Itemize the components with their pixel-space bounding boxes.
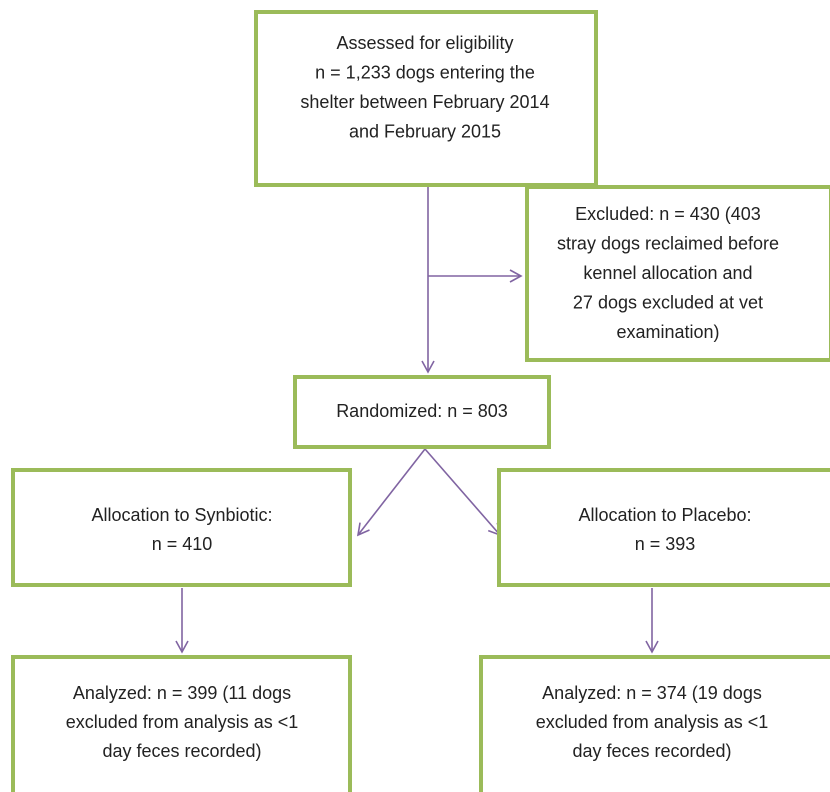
box-text: day feces recorded) <box>572 741 731 761</box>
box-text: n = 410 <box>152 534 213 554</box>
connectors <box>175 185 659 654</box>
box-text: Allocation to Placebo: <box>578 505 751 525</box>
box-text: n = 1,233 dogs entering the <box>315 62 535 82</box>
box-text: kennel allocation and <box>583 263 752 283</box>
box-text: Assessed for eligibility <box>336 33 513 53</box>
box-text: excluded from analysis as <1 <box>66 712 299 732</box>
box-text: examination) <box>616 322 719 342</box>
arrow <box>356 448 426 537</box>
box-border <box>11 468 352 587</box>
box-text: day feces recorded) <box>102 741 261 761</box>
flow-box: Assessed for eligibility n = 1,233 dogs e… <box>254 10 598 187</box>
box-text: and February 2015 <box>349 121 501 141</box>
flow-box: Allocation to Placebo: n = 393 <box>497 468 830 587</box>
box-text: excluded from analysis as <1 <box>536 712 769 732</box>
box-text: 27 dogs excluded at vet <box>573 292 763 312</box>
arrow <box>424 448 502 537</box>
flow-box: Allocation to Synbiotic: n = 410 <box>11 468 352 587</box>
box-border <box>525 185 830 362</box>
box-border <box>11 655 352 792</box>
flow-box: Analyzed: n = 374 (19 dogs excluded from … <box>479 655 830 792</box>
box-text: n = 393 <box>635 534 696 554</box>
box-border <box>254 10 598 187</box>
flow-box: Excluded: n = 430 (403 stray dogs reclaim… <box>525 185 830 362</box>
flow-box: Analyzed: n = 399 (11 dogs excluded from … <box>11 655 352 792</box>
box-border <box>497 468 830 587</box>
box-text: Randomized: n = 803 <box>336 401 508 421</box>
box-text: Analyzed: n = 374 (19 dogs <box>542 683 762 703</box>
flow-box: Randomized: n = 803 <box>293 375 551 449</box>
box-border <box>479 655 830 792</box>
box-border <box>293 375 551 449</box>
box-text: Excluded: n = 430 (403 <box>575 204 761 224</box>
box-text: stray dogs reclaimed before <box>557 233 779 253</box>
box-text: Analyzed: n = 399 (11 dogs <box>73 683 291 703</box>
box-text: shelter between February 2014 <box>300 92 549 112</box>
box-text: Allocation to Synbiotic: <box>91 505 272 525</box>
